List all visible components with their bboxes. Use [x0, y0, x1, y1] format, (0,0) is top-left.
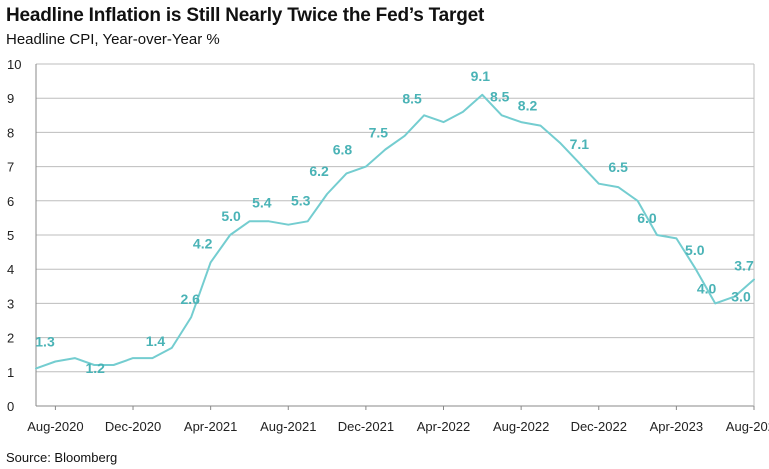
- data-label: 9.1: [471, 68, 491, 84]
- data-point: [326, 193, 328, 195]
- data-point: [637, 200, 639, 202]
- y-tick-label: 0: [7, 399, 14, 414]
- data-label: 1.3: [35, 333, 55, 349]
- gridlines: [36, 63, 754, 373]
- data-label: 5.3: [291, 192, 311, 208]
- data-point: [132, 357, 134, 359]
- data-point: [74, 357, 76, 359]
- data-point: [248, 220, 250, 222]
- data-labels: 1.3 1.2 1.4 2.6 4.2 5.0 5.4 5.3 6.26.8 7.5 8.5 9.1 8…: [35, 68, 754, 376]
- data-point: [656, 234, 658, 236]
- data-point: [151, 357, 153, 359]
- x-tick-label: Aug-2023: [726, 419, 769, 434]
- data-point: [617, 186, 619, 188]
- data-point: [753, 278, 755, 280]
- x-tick-label: Aug-2020: [27, 419, 83, 434]
- data-point: [365, 166, 367, 168]
- x-tick-label: Dec-2022: [571, 419, 627, 434]
- cpi-series-line: [35, 93, 755, 370]
- data-point: [307, 220, 309, 222]
- data-point: [598, 183, 600, 185]
- data-point: [695, 268, 697, 270]
- y-axis-ticks: 0 1 2 3 4 5 6 7 8 9 10: [7, 57, 21, 414]
- data-point: [714, 302, 716, 304]
- data-point: [210, 261, 212, 263]
- y-tick-label: 1: [7, 365, 14, 380]
- data-label: 5.0: [221, 208, 241, 224]
- data-point: [190, 316, 192, 318]
- data-point: [229, 234, 231, 236]
- y-tick-label: 10: [7, 57, 21, 72]
- data-label: 8.5: [402, 90, 422, 106]
- data-label: 3.7: [734, 257, 754, 273]
- data-point: [462, 111, 464, 113]
- y-tick-label: 4: [7, 262, 14, 277]
- data-point: [443, 121, 445, 123]
- data-label: 1.2: [85, 360, 105, 376]
- data-point: [287, 224, 289, 226]
- x-tick-label: Aug-2022: [493, 419, 549, 434]
- data-point: [404, 135, 406, 137]
- data-label: 8.2: [518, 98, 538, 114]
- data-point: [384, 149, 386, 151]
- series-layer: [35, 93, 755, 370]
- y-tick-label: 2: [7, 331, 14, 346]
- data-label: 6.8: [333, 141, 353, 157]
- x-tick-label: Apr-2021: [184, 419, 237, 434]
- axis-lines: [35, 64, 755, 407]
- x-tick-label: Dec-2020: [105, 419, 161, 434]
- data-label: 5.0: [685, 242, 705, 258]
- data-label: 3.0: [731, 288, 751, 304]
- data-label: 1.4: [146, 333, 166, 349]
- data-point: [501, 114, 503, 116]
- x-axis-ticks: Aug-2020 Dec-2020 Apr-2021 Aug-2021 Dec-2021…: [27, 406, 769, 434]
- data-point: [345, 172, 347, 174]
- data-point: [35, 367, 37, 369]
- y-tick-label: 6: [7, 194, 14, 209]
- data-point: [578, 162, 580, 164]
- data-point: [481, 94, 483, 96]
- x-tick-label: Apr-2022: [417, 419, 470, 434]
- source-note: Source: Bloomberg: [6, 450, 118, 465]
- data-point: [268, 220, 270, 222]
- data-point: [54, 361, 56, 363]
- y-tick-label: 5: [7, 228, 14, 243]
- data-label: 7.5: [369, 125, 389, 141]
- data-point: [559, 142, 561, 144]
- data-point: [113, 364, 115, 366]
- data-label: 7.1: [570, 136, 590, 152]
- data-point: [171, 347, 173, 349]
- y-tick-label: 9: [7, 91, 14, 106]
- data-label: 5.4: [252, 194, 272, 210]
- data-label: 4.2: [193, 235, 213, 251]
- x-tick-label: Aug-2021: [260, 419, 316, 434]
- chart-title: Headline Inflation is Still Nearly Twice…: [6, 5, 485, 26]
- data-label: 6.0: [637, 210, 657, 226]
- data-point: [520, 121, 522, 123]
- y-tick-label: 8: [7, 125, 14, 140]
- x-tick-label: Apr-2023: [650, 419, 703, 434]
- data-label: 8.5: [490, 88, 510, 104]
- data-point: [675, 237, 677, 239]
- data-label: 2.6: [181, 291, 201, 307]
- y-tick-label: 7: [7, 160, 14, 175]
- x-tick-label: Dec-2021: [338, 419, 394, 434]
- data-label: 6.5: [608, 159, 628, 175]
- y-tick-label: 3: [7, 296, 14, 311]
- chart-subtitle: Headline CPI, Year-over-Year %: [6, 31, 220, 48]
- data-point: [540, 125, 542, 127]
- data-point: [423, 114, 425, 116]
- data-label: 4.0: [697, 281, 717, 297]
- data-label: 6.2: [309, 163, 329, 179]
